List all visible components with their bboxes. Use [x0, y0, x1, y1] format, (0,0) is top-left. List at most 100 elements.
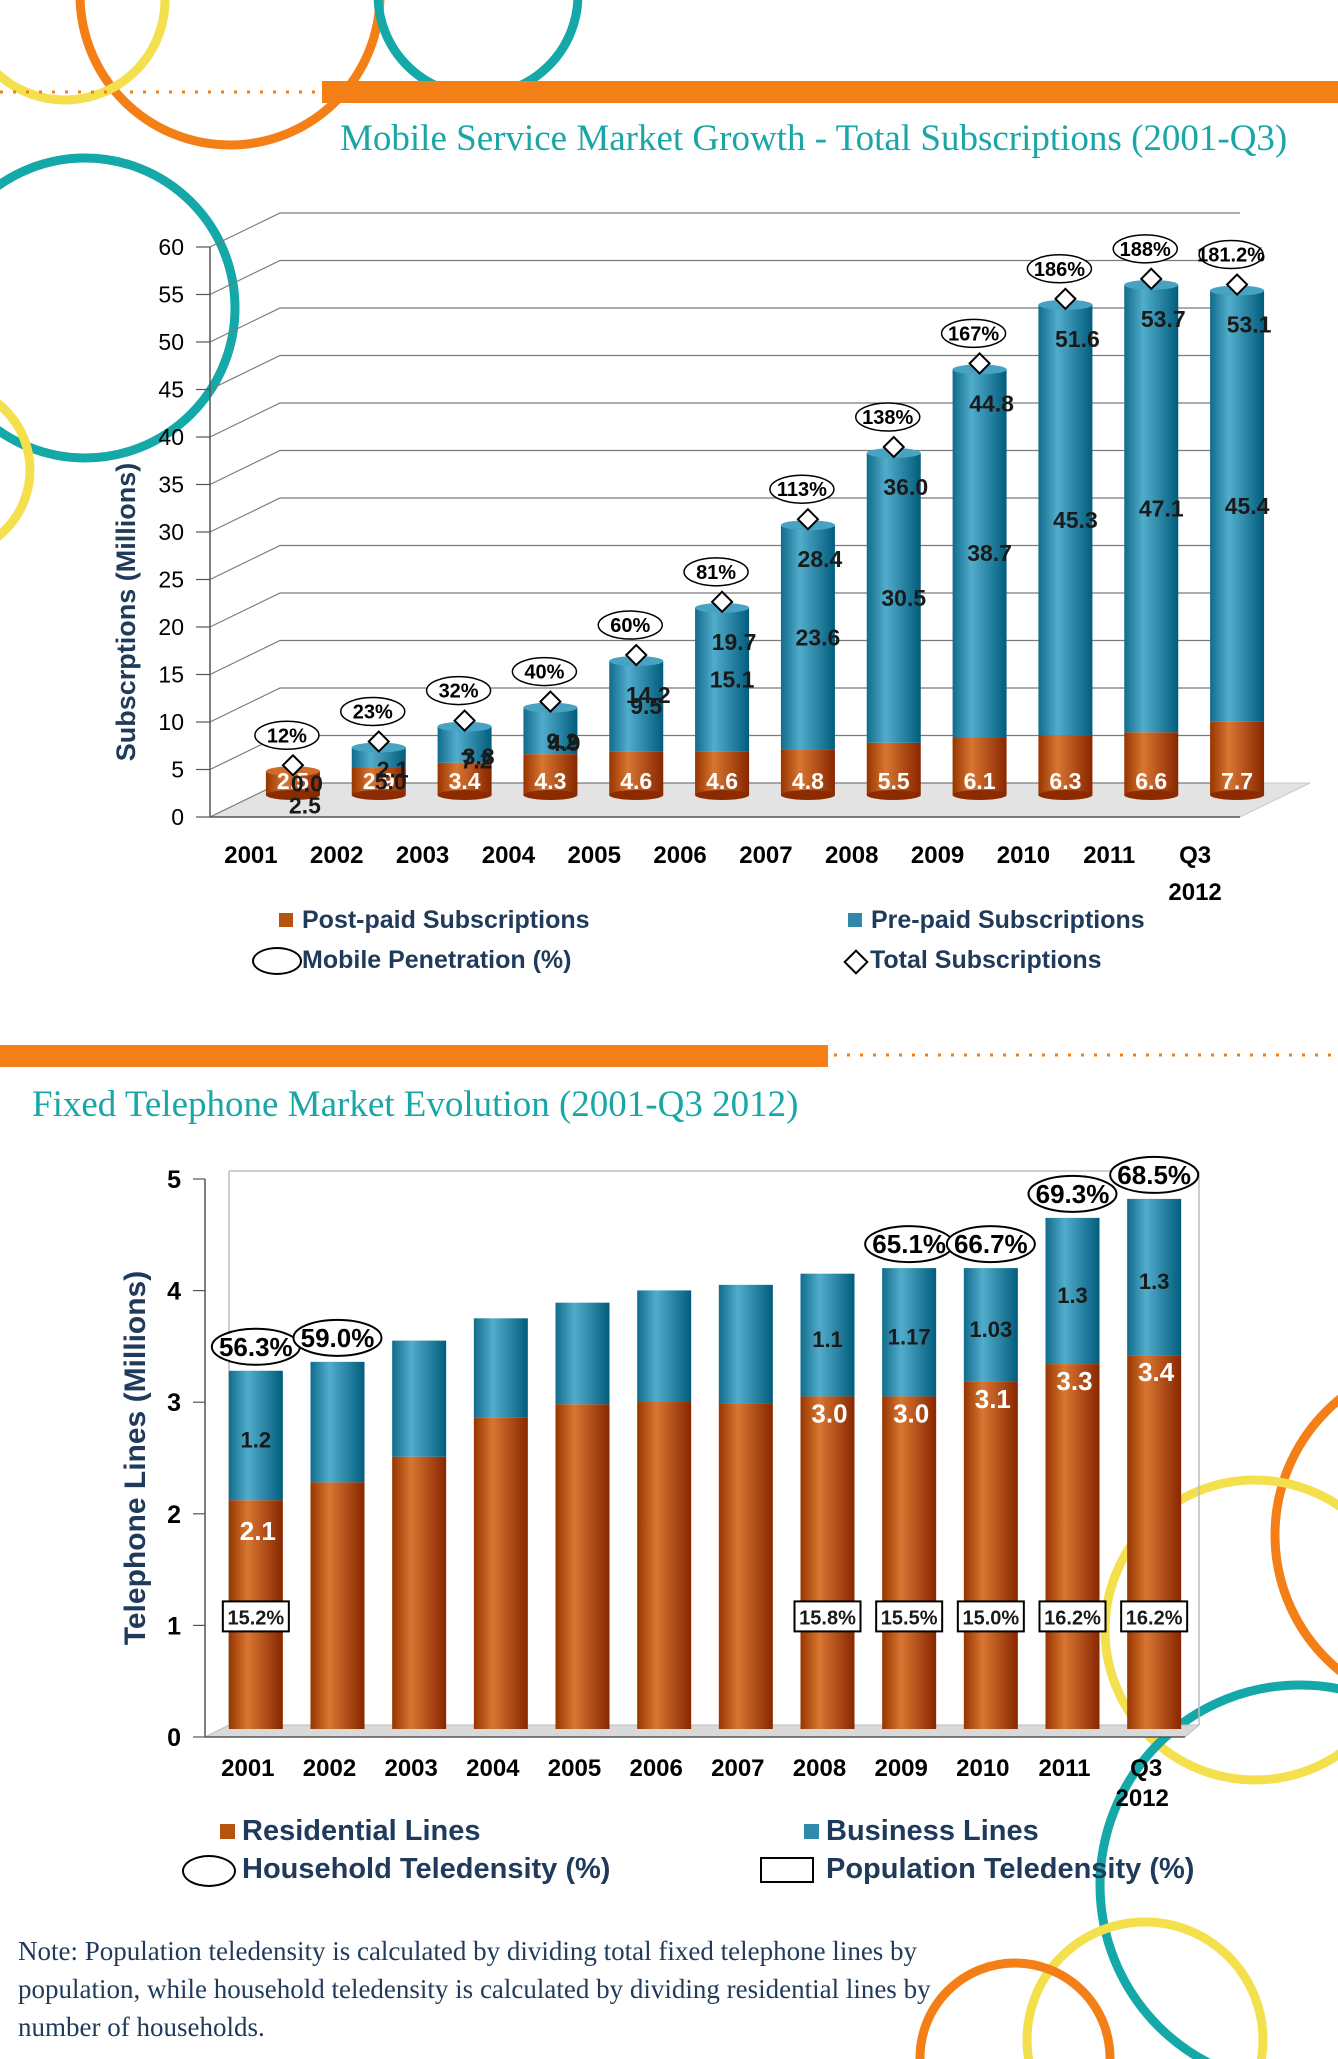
penetration-ellipse — [597, 610, 663, 640]
bar-postpaid-base — [609, 790, 664, 800]
penetration-label: 113% — [777, 479, 827, 501]
business-value-label: 1.03 — [969, 1317, 1012, 1342]
household-teledensity-ellipse — [945, 1225, 1036, 1264]
header-band — [0, 81, 1338, 1067]
prepaid-value-label: 15.1 — [710, 667, 755, 693]
bar-business — [310, 1361, 365, 1483]
legend-total: Total Subscriptions — [870, 946, 1102, 974]
chart1-title: Mobile Service Market Growth - Total Sub… — [340, 118, 1288, 159]
total-value-label: 19.7 — [712, 629, 757, 655]
bar-business — [637, 1290, 692, 1403]
total-marker — [453, 709, 476, 733]
household-teledensity-label: 68.5% — [1117, 1160, 1191, 1190]
postpaid-value-label: 7.7 — [1221, 768, 1253, 794]
bar-business — [800, 1273, 855, 1397]
y-tick-label: 5 — [171, 757, 184, 783]
x-tick-label: 2008 — [825, 842, 878, 869]
bar-business — [555, 1302, 610, 1405]
bar-postpaid-base — [952, 790, 1007, 800]
bar-prepaid — [1038, 304, 1093, 736]
penetration-label: 81% — [696, 562, 736, 584]
bar-prepaid — [952, 369, 1007, 738]
x-tick-label: 2004 — [466, 1755, 520, 1782]
postpaid-value-label: 2.9 — [363, 768, 395, 794]
business-value-label: 1.3 — [1139, 1269, 1170, 1294]
penetration-ellipse — [855, 402, 921, 432]
prepaid-value-label: 30.5 — [881, 585, 926, 611]
y-tick-label: 40 — [158, 424, 184, 450]
header-bar — [0, 1045, 828, 1067]
x-tick-label: 2002 — [303, 1755, 356, 1782]
bar-postpaid — [1038, 735, 1093, 795]
y-tick-label: 50 — [158, 329, 184, 355]
bar-postpaid-base — [265, 790, 320, 800]
household-teledensity-label: 69.3% — [1036, 1179, 1110, 1209]
household-teledensity-label: 56.3% — [219, 1332, 293, 1362]
penetration-ellipse — [340, 696, 406, 727]
deco-circle — [0, 153, 240, 463]
y-tick-label: 60 — [158, 234, 184, 260]
total-value-label: 51.6 — [1055, 326, 1100, 352]
deco-circle — [1022, 1917, 1268, 2059]
bar-postpaid — [780, 749, 835, 795]
bar-prepaid — [866, 453, 921, 743]
total-value-label: 9.2 — [546, 729, 578, 755]
gridline — [209, 354, 1240, 391]
deco-circle — [915, 1958, 1115, 2059]
y-tick-label: 20 — [158, 614, 184, 640]
penetration-label: 23% — [353, 702, 393, 724]
y-tick-label: 30 — [158, 519, 184, 545]
bar-business — [392, 1340, 447, 1457]
y-tick-label: 0 — [167, 1724, 181, 1752]
household-teledensity-ellipse — [292, 1318, 383, 1357]
penetration-label: 40% — [524, 662, 564, 684]
bar-residential — [637, 1402, 692, 1729]
fixed-telephone-chart: 0 1 2 3 4 5 Telephone Lines (Millions) 2.1 1.2 56… — [119, 1155, 1201, 1812]
penetration-ellipse — [254, 720, 320, 750]
x-tick-label: 2011 — [1083, 842, 1135, 869]
prepaid-value-label: 4.9 — [548, 730, 580, 756]
bar-residential — [310, 1482, 365, 1729]
y-tick-label: 35 — [158, 472, 184, 498]
population-teledensity-label: 15.5% — [881, 1607, 938, 1629]
bar-prepaid — [1124, 284, 1179, 733]
penetration-label: 60% — [610, 615, 650, 637]
bar-postpaid-base — [695, 790, 750, 800]
penetration-ellipse-icon — [252, 947, 302, 975]
total-value-label: 53.1 — [1227, 312, 1272, 338]
total-marker — [1139, 267, 1163, 291]
total-marker — [367, 730, 391, 753]
residential-value-label: 3.1 — [975, 1384, 1011, 1414]
total-value-label: 53.7 — [1141, 306, 1186, 332]
postpaid-value-label: 6.6 — [1135, 768, 1167, 794]
penetration-label: 167% — [948, 323, 999, 345]
chart2-title: Fixed Telephone Market Evolution (2001-Q… — [32, 1084, 799, 1125]
x-tick-label-line2: 2012 — [1168, 879, 1221, 906]
legend-household: Household Teledensity (%) — [242, 1853, 611, 1885]
bar-postpaid — [437, 762, 492, 795]
postpaid-value-label: 6.3 — [1049, 768, 1081, 794]
prepaid-value-label: 0.0 — [291, 770, 323, 796]
x-tick-label: Q3 — [1130, 1755, 1162, 1782]
gridline — [209, 307, 1240, 343]
x-tick-label: 2001 — [224, 842, 277, 869]
penetration-ellipse — [425, 675, 492, 706]
deco-circle — [75, 0, 385, 150]
prepaid-value-label: 9.5 — [630, 693, 662, 719]
population-teledensity-label: 15.8% — [799, 1607, 856, 1629]
legend-penetration: Mobile Penetration (%) — [302, 946, 572, 974]
legend-business: Business Lines — [826, 1815, 1039, 1847]
bar-prepaid — [1210, 290, 1265, 722]
bar-postpaid-base — [780, 790, 835, 800]
penetration-ellipse — [683, 557, 749, 587]
population-teledensity-label: 15.0% — [962, 1607, 1019, 1629]
bar-postpaid — [609, 751, 664, 795]
population-teledensity-box — [793, 1600, 862, 1633]
bar-business — [1045, 1217, 1100, 1365]
bar-residential — [882, 1396, 937, 1729]
population-teledensity-box — [875, 1600, 944, 1633]
y-tick-label: 1 — [167, 1612, 181, 1640]
header-bar — [322, 81, 1338, 103]
y-axis-title: Subscrptions (Millions) — [111, 463, 141, 762]
